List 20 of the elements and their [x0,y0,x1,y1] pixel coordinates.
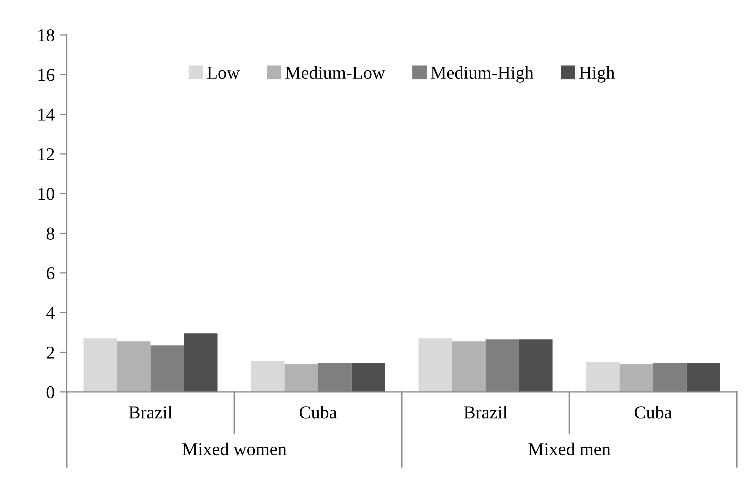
x-tick-label: Cuba [300,406,338,419]
legend-label: Medium-Low [286,66,386,80]
x-tick-label: Brazil [464,406,508,419]
x-tick-label: Cuba [634,406,672,419]
y-tick-label: 14 [38,108,55,121]
y-tick-label: 16 [38,69,55,82]
text: Mixed men [528,442,611,456]
legend-label: High [580,66,615,83]
y-tick-label: 4 [46,307,55,320]
y-tick-label: 2 [46,346,54,359]
legend-label: Low [207,67,240,80]
x-tick-label: Brazil [129,406,172,419]
legend-label: Medium-High [431,66,534,83]
y-tick-label: 8 [46,228,55,240]
y-tick-label: 10 [38,188,55,200]
y-tick-label: 12 [38,148,54,160]
y-tick-label: 6 [46,267,55,280]
y-tick-label: 0 [46,386,55,399]
y-tick-label: 18 [38,29,55,42]
text: Mixed women [182,442,287,456]
